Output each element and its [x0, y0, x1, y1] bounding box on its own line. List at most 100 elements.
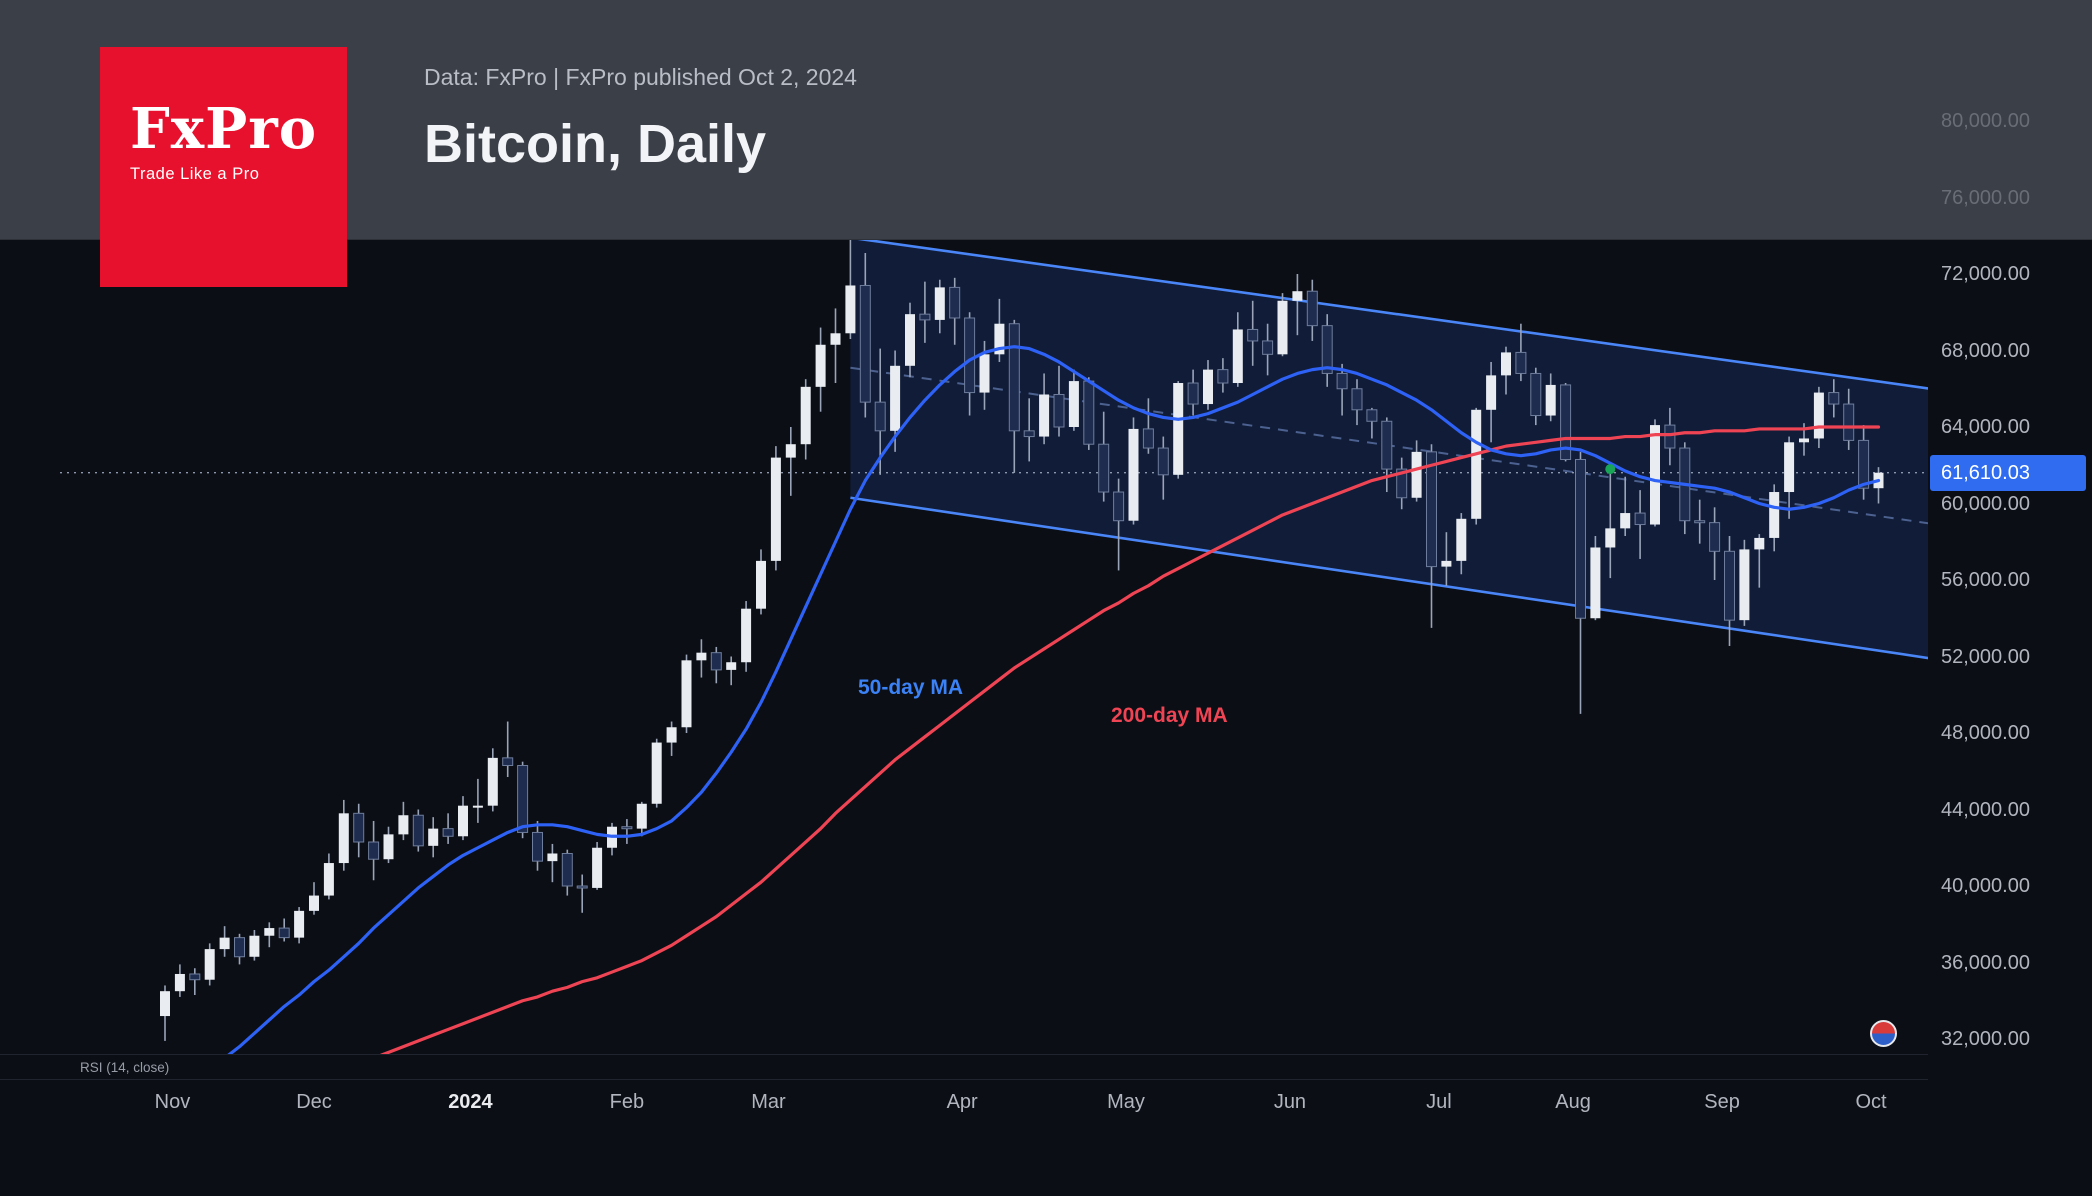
- price-tick: 76,000.00: [1941, 186, 2030, 209]
- candle-body: [323, 863, 334, 896]
- price-tick: 56,000.00: [1941, 569, 2030, 591]
- candle-body: [442, 828, 454, 837]
- time-tick: Mar: [751, 1091, 786, 1113]
- source-line: Data: FxPro | FxPro published Oct 2, 202…: [424, 64, 857, 90]
- candle-body: [1501, 352, 1511, 376]
- candle-body: [264, 928, 275, 936]
- page-title: Bitcoin, Daily: [424, 114, 767, 174]
- time-tick: Sep: [1704, 1091, 1740, 1113]
- candle-body: [1664, 424, 1676, 449]
- candle-body: [1098, 443, 1110, 493]
- candle-body: [1620, 513, 1631, 529]
- candle-body: [815, 344, 826, 387]
- time-tick: Jun: [1273, 1091, 1307, 1113]
- candle-body: [1858, 439, 1870, 489]
- time-tick: Oct: [1855, 1091, 1887, 1113]
- candle-body: [1262, 340, 1274, 355]
- ma200-line[interactable]: [165, 425, 1881, 1119]
- header-titles: Data: FxPro | FxPro published Oct 2, 202…: [424, 64, 857, 175]
- candlestick-series: [160, 239, 1884, 1041]
- rsi-indicator-label: RSI (14, close): [80, 1059, 170, 1075]
- candle-body: [770, 457, 781, 561]
- candle-body: [249, 935, 260, 957]
- ma50-annotation: 50-day MA: [858, 676, 964, 699]
- candle-body: [621, 826, 633, 830]
- candle-body: [1023, 430, 1035, 438]
- candle-body: [1724, 550, 1735, 621]
- candle-body: [1321, 325, 1333, 374]
- candle-body: [1039, 394, 1050, 437]
- candle-body: [1799, 438, 1809, 443]
- trend-channel-upper[interactable]: [850, 236, 1930, 390]
- candle-body: [994, 323, 1005, 355]
- time-scale[interactable]: Nov Dec 2024 Feb Mar Apr May Jun Jul Aug Sep Oct: [0, 1082, 1928, 1132]
- trend-channel-lower[interactable]: [850, 496, 1930, 660]
- candle-body: [830, 333, 841, 345]
- candle-body: [1142, 428, 1154, 449]
- last-price-label: 61,610.03: [1930, 454, 2086, 491]
- candle-body: [219, 937, 230, 950]
- candle-body: [756, 560, 766, 609]
- candle-body: [1396, 468, 1408, 499]
- candle-body: [1411, 451, 1422, 498]
- candle-body: [890, 365, 901, 431]
- price-tick: 48,000.00: [1941, 722, 2030, 744]
- candle-body: [1277, 300, 1288, 355]
- candle-body: [502, 757, 514, 767]
- candle-body: [189, 973, 201, 981]
- time-tick: Jul: [1426, 1091, 1452, 1113]
- candle-body: [1605, 528, 1616, 548]
- candle-body: [979, 354, 990, 393]
- candle-body: [1008, 323, 1020, 432]
- chart-plot[interactable]: [60, 236, 1931, 1120]
- candle-body: [532, 831, 543, 862]
- candle-body: [1694, 520, 1706, 524]
- candle-body: [1306, 290, 1318, 327]
- candle-body: [874, 401, 886, 432]
- candle-body: [458, 805, 468, 837]
- candle-body: [517, 765, 529, 833]
- candle-body: [1471, 409, 1482, 519]
- price-tick: 44,000.00: [1941, 798, 2030, 821]
- candle-body: [1575, 459, 1586, 619]
- candle-body: [1456, 518, 1467, 561]
- candle-body: [1083, 380, 1095, 445]
- candle-body: [1247, 328, 1259, 342]
- candle-body: [1590, 547, 1601, 619]
- fxpro-logo-tagline: Trade Like a Pro: [130, 165, 260, 183]
- candle-body: [278, 927, 290, 939]
- candle-body: [1366, 409, 1378, 422]
- candle-body: [1426, 451, 1437, 568]
- candle-body: [160, 991, 170, 1017]
- time-tick: Nov: [154, 1091, 191, 1113]
- candle-body: [1560, 384, 1572, 461]
- candle-body: [487, 757, 498, 806]
- candle-body: [1828, 392, 1840, 405]
- candle-body: [368, 841, 380, 860]
- price-tick: 52,000.00: [1941, 645, 2030, 668]
- price-scale[interactable]: 61,610.03 80,000.00 76,000.00 72,000.00 68,…: [1928, 0, 2092, 1196]
- candle-body: [1754, 537, 1765, 550]
- time-tick: May: [1107, 1091, 1145, 1113]
- candle-body: [174, 973, 185, 992]
- candle-body: [1650, 425, 1660, 525]
- time-tick: Dec: [296, 1091, 332, 1113]
- price-tick: 64,000.00: [1941, 416, 2030, 438]
- indicator-pane-rsi[interactable]: RSI (14, close): [0, 1054, 1928, 1080]
- candle-body: [1441, 560, 1452, 567]
- candle-body: [1813, 392, 1824, 439]
- candle-body: [934, 287, 945, 320]
- candle-body: [1187, 382, 1199, 405]
- candle-body: [234, 937, 245, 958]
- ma50-line[interactable]: [165, 345, 1881, 1104]
- candle-body: [681, 660, 692, 728]
- candle-body: [412, 814, 424, 847]
- candle-body: [1173, 383, 1184, 475]
- candle-body: [1530, 372, 1542, 417]
- candle-body: [859, 284, 871, 403]
- candle-body: [1769, 492, 1780, 538]
- event-marker[interactable]: [1605, 464, 1616, 475]
- price-tick: 40,000.00: [1941, 875, 2030, 897]
- candle-body: [576, 885, 588, 889]
